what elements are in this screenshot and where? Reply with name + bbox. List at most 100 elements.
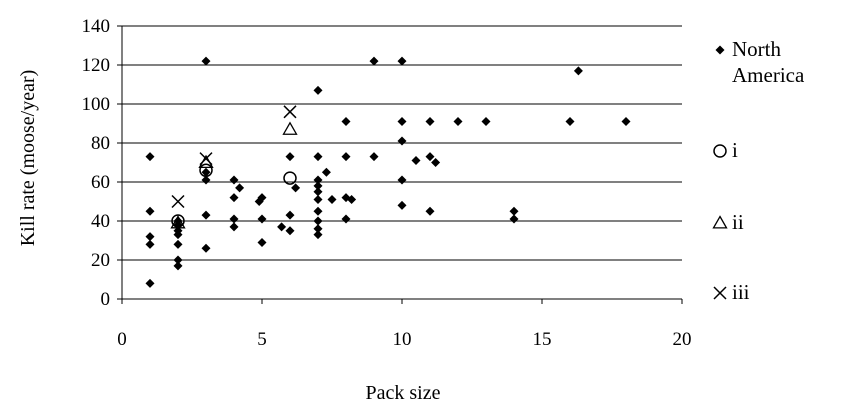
y-tick-label: 140 [82,16,111,37]
data-point [313,187,323,197]
data-point [509,214,519,224]
data-point [173,239,183,249]
data-point [229,175,239,185]
y-tick-labels: 0 20 40 60 80 100 120 140 [82,16,111,310]
data-point [145,278,155,288]
data-point [173,261,183,271]
x-tick-label: 0 [117,329,127,350]
data-point [285,226,295,236]
data-point [199,163,213,178]
data-point [313,85,323,95]
axes [117,25,683,304]
data-point [425,152,435,162]
y-tick-label: 60 [91,172,110,193]
data-point [201,243,211,253]
data-point [173,226,183,236]
data-point [425,117,435,127]
data-point [285,152,295,162]
data-point [199,152,213,166]
legend-label: ii [732,210,744,234]
data-point [341,117,351,127]
data-point [201,56,211,66]
data-point [229,222,239,232]
data-point [347,195,357,205]
data-point [145,239,155,249]
legend-marker-triangle [712,215,728,229]
data-point [321,167,331,177]
data-point [201,210,211,220]
data-point [257,214,267,224]
legend-label: i [732,138,738,162]
y-tick-label: 100 [82,94,111,115]
y-tick-label: 120 [82,55,111,76]
y-tick-label: 0 [101,289,111,310]
data-point [313,181,323,191]
data-point [565,117,575,127]
x-tick-label: 15 [533,329,552,350]
x-axis-title: Pack size [366,382,441,404]
x-tick-label: 10 [393,329,412,350]
y-axis-title: Kill rate (moose/year) [17,70,39,247]
data-point [621,117,631,127]
data-point [173,216,183,226]
data-point [425,206,435,216]
data-point [171,214,185,228]
series-3 [170,121,298,229]
series-1 [145,56,631,288]
legend-label: iii [732,280,750,304]
data-point [229,214,239,224]
series-4 [171,105,297,209]
data-point [235,183,245,193]
data-point [341,152,351,162]
data-point [145,232,155,242]
data-point [397,175,407,185]
data-point [397,117,407,127]
data-point [509,206,519,216]
x-tick-label: 5 [257,329,267,350]
data-point [411,156,421,166]
data-point [369,152,379,162]
legend-label: America [732,63,805,87]
data-point [170,215,186,229]
y-tick-label: 40 [91,211,110,232]
data-points [145,56,631,288]
data-point [291,183,301,193]
data-point [145,206,155,216]
data-point [397,136,407,146]
data-point [283,171,297,185]
x-tick-label: 20 [673,329,692,350]
data-point [201,175,211,185]
legend-marker-x [713,286,727,300]
data-point [257,237,267,247]
data-point [171,194,185,209]
data-point [341,214,351,224]
y-tick-label: 20 [91,250,110,271]
data-point [431,158,441,167]
legend-marker-circle [713,144,727,158]
data-point [313,206,323,216]
data-point [283,105,297,119]
data-point [573,66,583,76]
data-point [229,193,239,203]
data-point [327,195,337,205]
data-point [313,195,323,205]
data-point [201,167,211,177]
data-point [397,56,407,66]
data-point [397,200,407,210]
data-point [313,230,323,240]
data-point [313,216,323,226]
data-point [282,121,298,135]
data-point [313,152,323,162]
data-point [285,210,295,220]
data-point [257,193,267,203]
y-tick-label: 80 [91,133,110,154]
data-point [313,175,323,185]
legend-label: North [732,37,781,61]
data-point [313,224,323,234]
data-point [145,152,155,162]
data-point [369,56,379,66]
data-point [453,117,463,127]
x-tick-labels: 0 5 10 15 20 [117,329,691,350]
